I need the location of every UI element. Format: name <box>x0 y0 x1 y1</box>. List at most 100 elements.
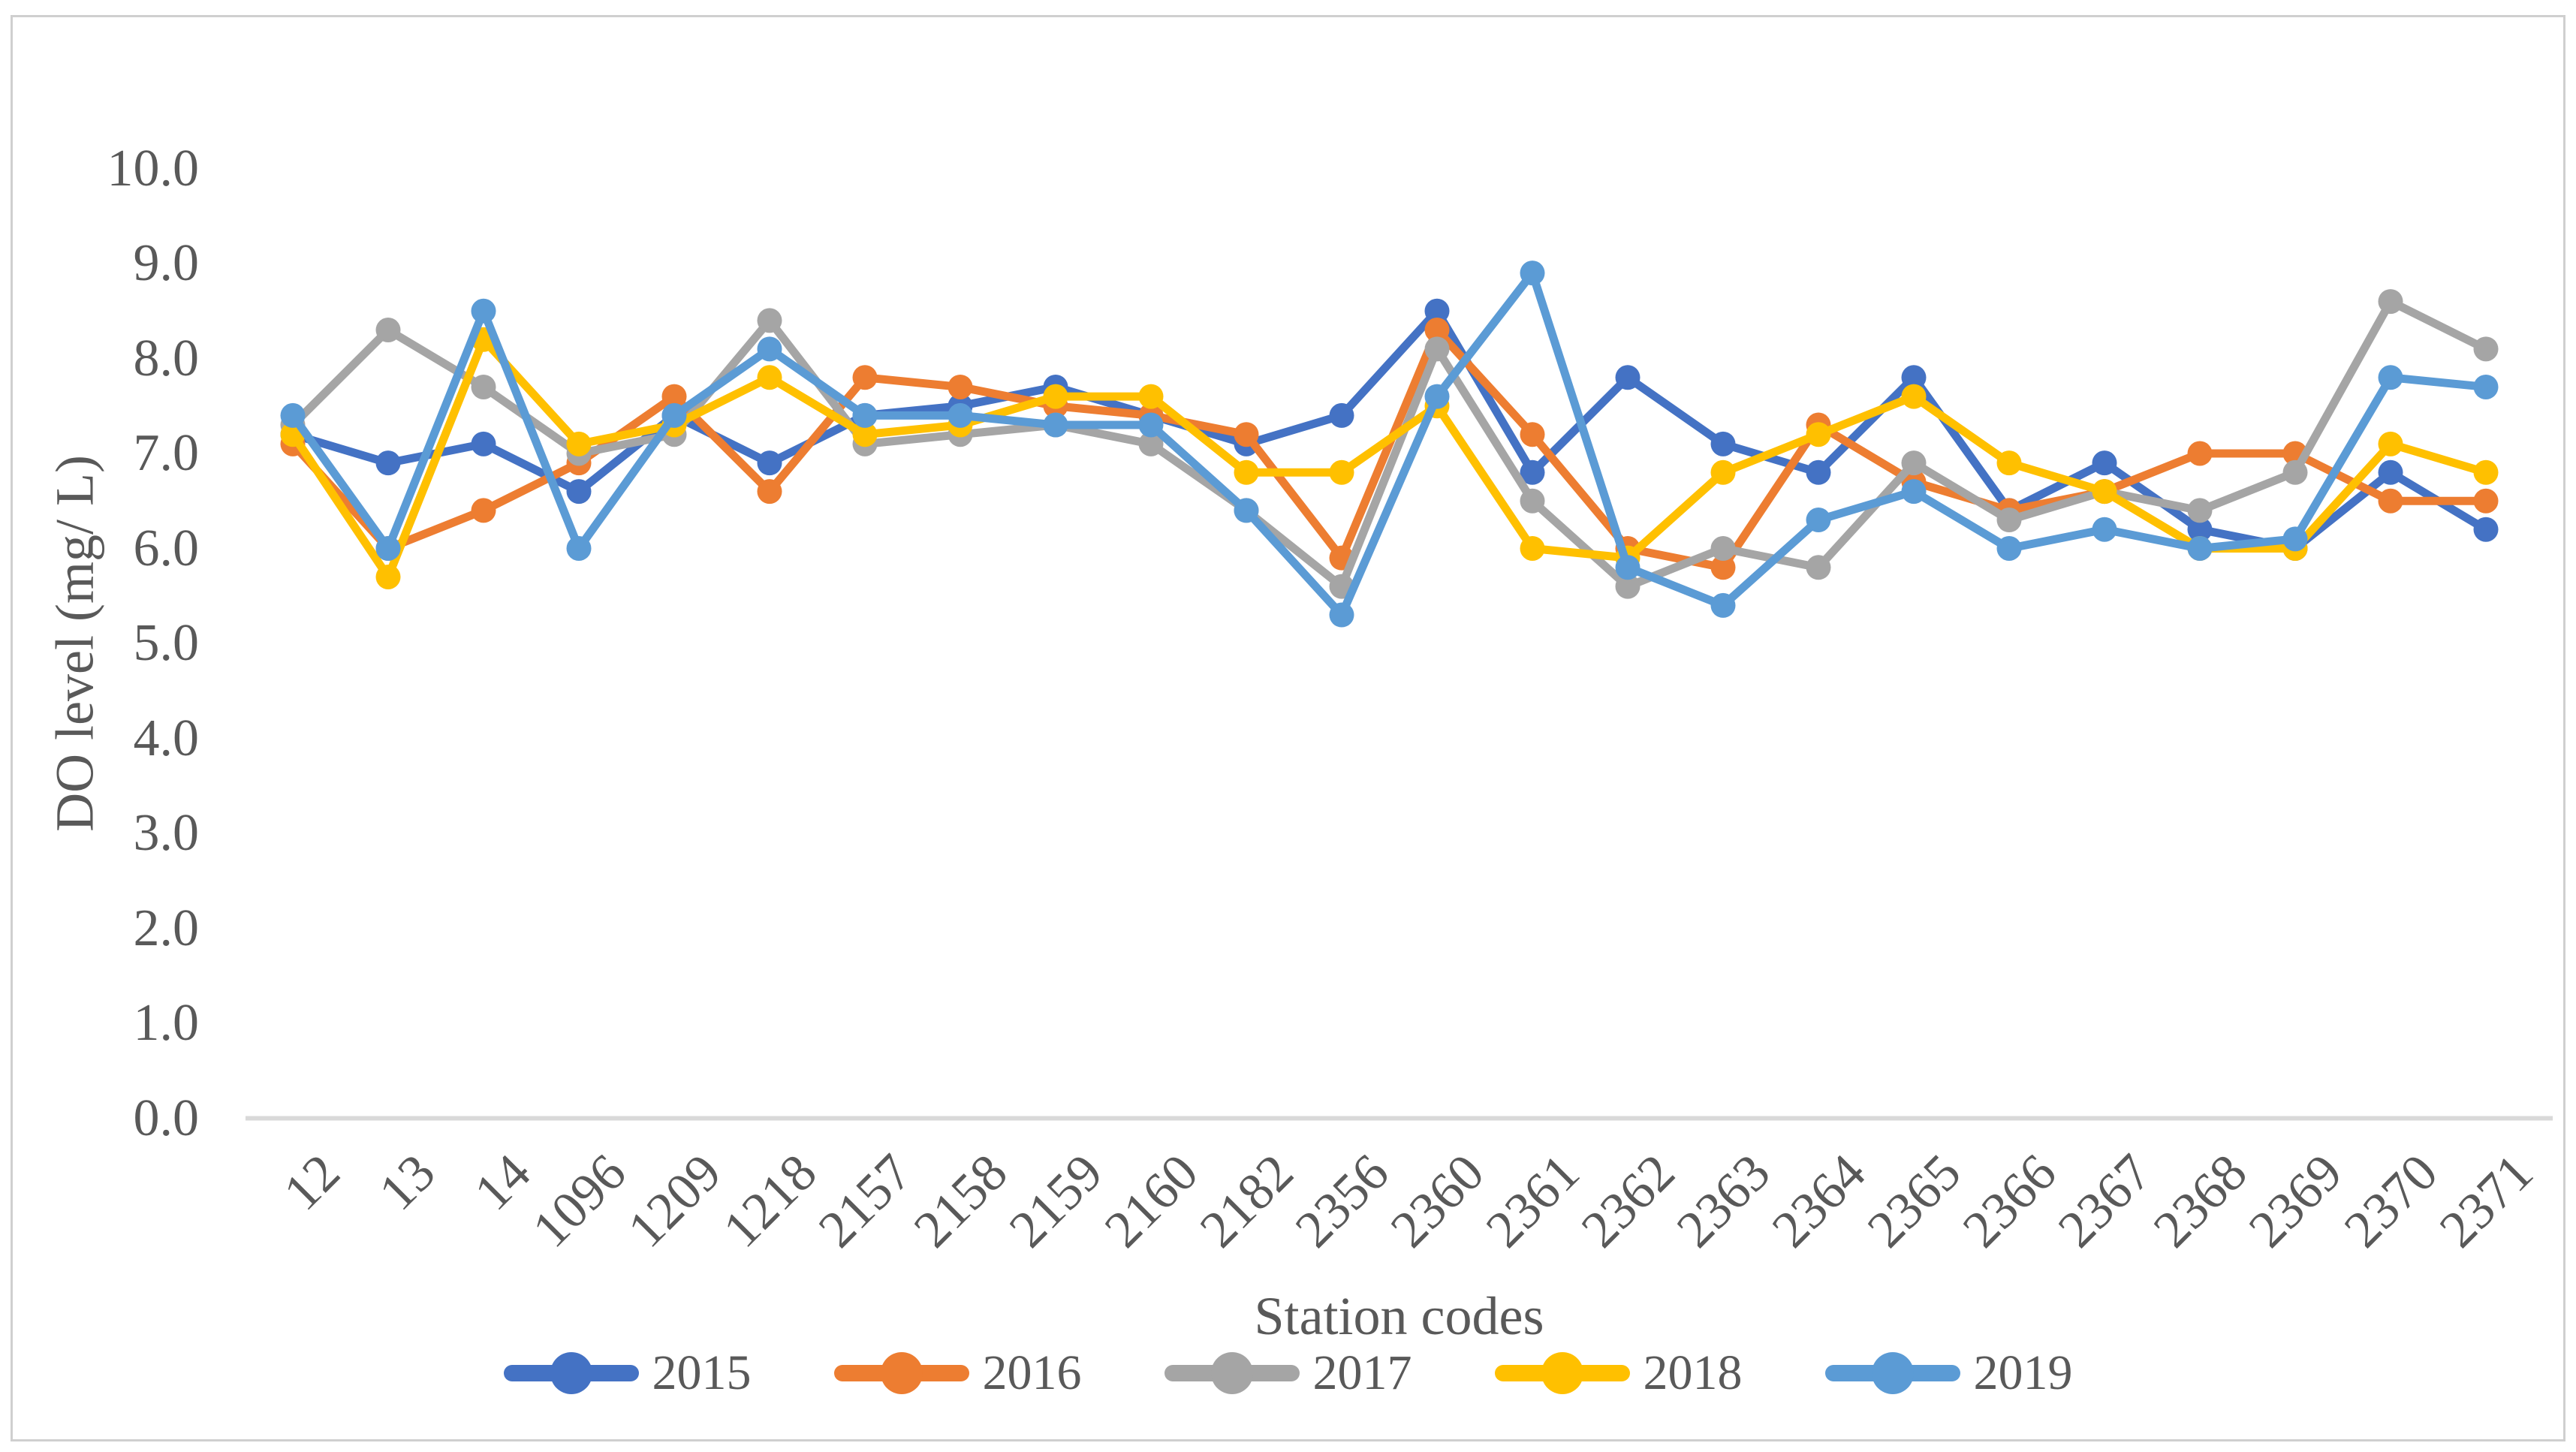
data-point-marker-2017-2369[interactable] <box>2282 459 2308 485</box>
chart-frame-border <box>11 15 2565 1441</box>
data-point-marker-2015-2370[interactable] <box>2378 459 2403 485</box>
data-point-marker-2018-2160[interactable] <box>1138 384 1164 409</box>
data-point-marker-2019-2369[interactable] <box>2282 526 2308 552</box>
data-point-marker-2015-2368[interactable] <box>2187 517 2213 542</box>
data-point-marker-2017-2368[interactable] <box>2187 498 2213 523</box>
data-point-marker-2018-1218[interactable] <box>757 365 782 390</box>
data-point-marker-2015-2367[interactable] <box>2092 450 2117 476</box>
data-point-marker-2016-2360[interactable] <box>1424 318 1450 343</box>
data-point-marker-2018-2367[interactable] <box>2092 479 2117 505</box>
data-point-marker-2019-2360[interactable] <box>1424 384 1450 409</box>
data-point-marker-2019-2160[interactable] <box>1138 412 1164 438</box>
data-point-marker-2017-2361[interactable] <box>1520 488 1545 514</box>
data-point-marker-2019-1218[interactable] <box>757 336 782 362</box>
x-axis-title: Station codes <box>1254 1286 1544 1346</box>
data-point-marker-2016-2182[interactable] <box>1234 422 1259 447</box>
data-point-marker-2015-2362[interactable] <box>1615 365 1641 390</box>
data-point-marker-2019-2362[interactable] <box>1615 555 1641 580</box>
data-point-marker-2018-2182[interactable] <box>1234 459 1259 485</box>
data-point-marker-2015-1096[interactable] <box>566 479 592 505</box>
data-point-marker-2019-1096[interactable] <box>566 536 592 561</box>
data-point-marker-2018-2370[interactable] <box>2378 431 2403 456</box>
legend-marker-dot <box>1210 1352 1253 1394</box>
data-point-marker-2018-2157[interactable] <box>852 422 878 447</box>
series-line-2018[interactable] <box>288 335 2490 581</box>
data-point-marker-2016-2370[interactable] <box>2378 488 2403 514</box>
data-point-marker-2019-2371[interactable] <box>2473 374 2499 399</box>
data-point-marker-2019-13[interactable] <box>375 536 401 561</box>
data-point-marker-2019-2364[interactable] <box>1806 508 1831 533</box>
data-point-marker-2019-1209[interactable] <box>661 402 687 428</box>
data-point-marker-2017-2366[interactable] <box>1996 508 2022 533</box>
data-point-marker-2019-2159[interactable] <box>1043 412 1068 438</box>
y-tick-label: 2.0 <box>133 899 200 957</box>
data-point-marker-2016-2371[interactable] <box>2473 488 2499 514</box>
data-point-marker-2015-2363[interactable] <box>1710 431 1736 456</box>
chart-legend: 2015 2016 2017 2018 2019 <box>0 1348 2576 1398</box>
data-point-marker-2015-2364[interactable] <box>1806 459 1831 485</box>
legend-label: 2016 <box>982 1345 1082 1400</box>
data-point-marker-2017-13[interactable] <box>375 318 401 343</box>
legend-marker-dot <box>1541 1352 1583 1394</box>
data-point-marker-2018-2361[interactable] <box>1520 536 1545 561</box>
data-point-marker-2018-2363[interactable] <box>1710 459 1736 485</box>
data-point-marker-2019-2363[interactable] <box>1710 592 1736 618</box>
data-point-marker-2017-2360[interactable] <box>1424 336 1450 362</box>
data-point-marker-2015-2361[interactable] <box>1520 459 1545 485</box>
data-point-marker-2017-2371[interactable] <box>2473 336 2499 362</box>
legend-item-2017[interactable]: 2017 <box>1164 1348 1412 1398</box>
data-point-marker-2016-14[interactable] <box>471 498 496 523</box>
data-point-marker-2018-1096[interactable] <box>566 431 592 456</box>
data-point-marker-2019-2158[interactable] <box>948 402 973 428</box>
data-point-marker-2019-2370[interactable] <box>2378 365 2403 390</box>
data-point-marker-2017-2160[interactable] <box>1138 431 1164 456</box>
data-point-marker-2015-2371[interactable] <box>2473 517 2499 542</box>
data-point-marker-2019-2361[interactable] <box>1520 261 1545 286</box>
legend-item-2018[interactable]: 2018 <box>1494 1348 1743 1398</box>
data-point-marker-2019-2368[interactable] <box>2187 536 2213 561</box>
data-point-marker-2017-2362[interactable] <box>1615 574 1641 599</box>
data-point-marker-2019-2182[interactable] <box>1234 498 1259 523</box>
data-point-marker-2017-2370[interactable] <box>2378 289 2403 315</box>
legend-label: 2017 <box>1312 1345 1412 1400</box>
data-point-marker-2017-1218[interactable] <box>757 308 782 333</box>
y-tick-label: 0.0 <box>133 1089 200 1147</box>
data-point-marker-2019-2366[interactable] <box>1996 536 2022 561</box>
data-point-marker-2018-13[interactable] <box>375 564 401 589</box>
data-point-marker-2018-2366[interactable] <box>1996 450 2022 476</box>
data-point-marker-2019-2356[interactable] <box>1329 602 1354 628</box>
data-point-marker-2019-2157[interactable] <box>852 402 878 428</box>
data-point-marker-2015-14[interactable] <box>471 431 496 456</box>
data-point-marker-2018-2365[interactable] <box>1901 384 1927 409</box>
legend-item-2016[interactable]: 2016 <box>833 1345 1082 1400</box>
y-tick-label: 4.0 <box>133 709 200 767</box>
data-point-marker-2017-2364[interactable] <box>1806 555 1831 580</box>
data-point-marker-2016-1209[interactable] <box>661 384 687 409</box>
data-point-marker-2016-2363[interactable] <box>1710 555 1736 580</box>
data-point-marker-2016-2361[interactable] <box>1520 422 1545 447</box>
legend-item-2015[interactable]: 2015 <box>503 1348 752 1398</box>
data-point-marker-2015-13[interactable] <box>375 450 401 476</box>
data-point-marker-2019-2367[interactable] <box>2092 517 2117 542</box>
data-point-marker-2015-2360[interactable] <box>1424 298 1450 324</box>
data-point-marker-2015-2365[interactable] <box>1901 365 1927 390</box>
legend-item-2019[interactable]: 2019 <box>1824 1348 2073 1398</box>
data-point-marker-2019-14[interactable] <box>471 298 496 324</box>
series-line-2019[interactable] <box>288 269 2490 619</box>
data-point-marker-2016-2157[interactable] <box>852 365 878 390</box>
data-point-marker-2015-1218[interactable] <box>757 450 782 476</box>
data-point-marker-2016-2158[interactable] <box>948 374 973 399</box>
data-point-marker-2017-2363[interactable] <box>1710 536 1736 561</box>
data-point-marker-2018-2364[interactable] <box>1806 422 1831 447</box>
data-point-marker-2016-1218[interactable] <box>757 479 782 505</box>
data-point-marker-2018-2159[interactable] <box>1043 384 1068 409</box>
data-point-marker-2017-2365[interactable] <box>1901 450 1927 476</box>
data-point-marker-2019-12[interactable] <box>280 402 306 428</box>
data-point-marker-2019-2365[interactable] <box>1901 479 1927 505</box>
data-point-marker-2015-2356[interactable] <box>1329 402 1354 428</box>
data-point-marker-2018-2356[interactable] <box>1329 459 1354 485</box>
data-point-marker-2018-2371[interactable] <box>2473 459 2499 485</box>
data-point-marker-2016-2368[interactable] <box>2187 441 2213 466</box>
data-point-marker-2017-14[interactable] <box>471 374 496 399</box>
